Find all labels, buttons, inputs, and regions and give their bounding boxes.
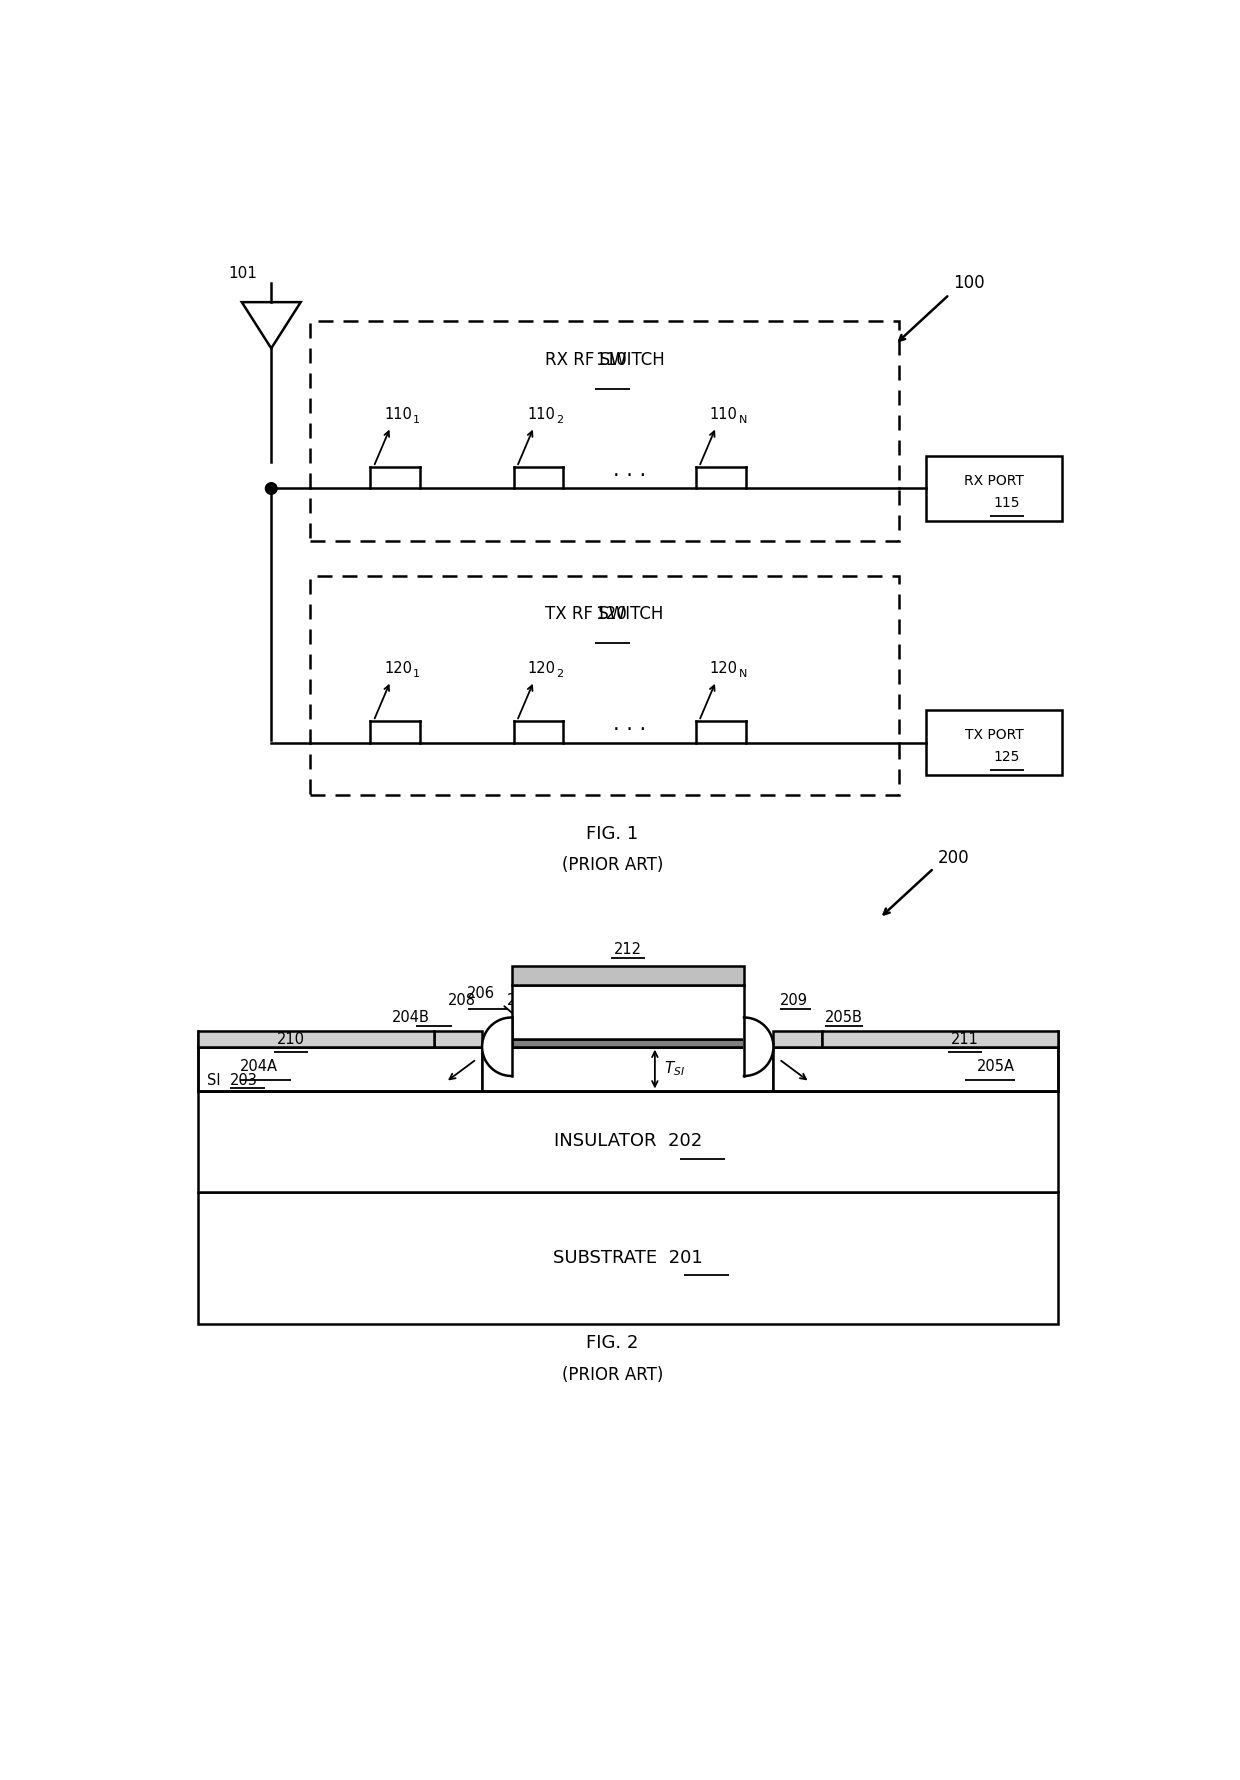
Circle shape bbox=[265, 482, 277, 495]
Text: (PRIOR ART): (PRIOR ART) bbox=[562, 1365, 663, 1385]
Text: TX RF SWITCH: TX RF SWITCH bbox=[546, 605, 663, 623]
Bar bbox=[197, 1191, 1058, 1324]
Bar bbox=[310, 575, 899, 796]
Text: 2: 2 bbox=[557, 669, 563, 680]
Text: 120: 120 bbox=[709, 662, 738, 676]
Text: 115: 115 bbox=[994, 495, 1021, 509]
Text: TX PORT: TX PORT bbox=[965, 728, 1023, 742]
Bar bbox=[774, 1047, 1058, 1091]
Text: 1: 1 bbox=[413, 415, 420, 425]
Text: 125: 125 bbox=[994, 749, 1021, 764]
Text: FIG. 2: FIG. 2 bbox=[587, 1333, 639, 1351]
Text: RX PORT: RX PORT bbox=[963, 473, 1024, 488]
Text: 211: 211 bbox=[951, 1032, 978, 1047]
Text: 204A: 204A bbox=[241, 1059, 278, 1075]
Text: 204B: 204B bbox=[392, 1011, 430, 1025]
Text: 212: 212 bbox=[614, 942, 642, 956]
Text: 120: 120 bbox=[384, 662, 413, 676]
Bar bbox=[511, 984, 744, 1040]
Text: 120: 120 bbox=[595, 605, 627, 623]
Bar bbox=[511, 967, 744, 984]
Bar bbox=[310, 322, 899, 541]
Text: RX RF SWITCH: RX RF SWITCH bbox=[544, 351, 665, 368]
Text: 208: 208 bbox=[448, 993, 476, 1007]
Bar bbox=[434, 1031, 482, 1047]
Polygon shape bbox=[744, 1018, 774, 1075]
Text: 2: 2 bbox=[557, 415, 563, 425]
Text: 1: 1 bbox=[413, 669, 420, 680]
Text: N: N bbox=[739, 415, 746, 425]
Text: 203: 203 bbox=[231, 1073, 258, 1088]
Text: 100: 100 bbox=[954, 274, 985, 292]
Text: $T_{SI}$: $T_{SI}$ bbox=[665, 1059, 686, 1079]
Text: 204: 204 bbox=[482, 1041, 510, 1056]
Bar bbox=[926, 456, 1061, 522]
Text: 101: 101 bbox=[228, 265, 258, 281]
Bar bbox=[197, 1047, 482, 1091]
Text: N: N bbox=[739, 669, 746, 680]
Text: 110: 110 bbox=[595, 351, 627, 368]
Text: 207: 207 bbox=[614, 1002, 642, 1016]
Text: 200: 200 bbox=[937, 849, 970, 867]
Text: FIG. 1: FIG. 1 bbox=[587, 826, 639, 844]
Text: 205A: 205A bbox=[977, 1059, 1016, 1075]
Text: 206: 206 bbox=[466, 986, 495, 1000]
Text: 110: 110 bbox=[384, 408, 412, 422]
Bar bbox=[482, 1047, 774, 1091]
Text: 120: 120 bbox=[528, 662, 556, 676]
Text: 110: 110 bbox=[709, 408, 738, 422]
Text: · · ·: · · · bbox=[613, 721, 646, 740]
Bar bbox=[926, 710, 1061, 774]
Text: (PRIOR ART): (PRIOR ART) bbox=[562, 856, 663, 874]
Bar bbox=[821, 1031, 1058, 1047]
Text: 210: 210 bbox=[277, 1032, 305, 1047]
Text: 205B: 205B bbox=[826, 1011, 863, 1025]
Text: 205: 205 bbox=[745, 1041, 774, 1056]
Text: 110: 110 bbox=[528, 408, 556, 422]
Bar bbox=[197, 1091, 1058, 1191]
Bar bbox=[511, 1040, 744, 1047]
Text: SI: SI bbox=[207, 1073, 226, 1088]
Bar bbox=[197, 1031, 434, 1047]
Text: 209: 209 bbox=[780, 993, 807, 1007]
Text: INSULATOR  202: INSULATOR 202 bbox=[553, 1132, 702, 1150]
Text: 215: 215 bbox=[507, 993, 534, 1007]
Bar bbox=[774, 1031, 821, 1047]
Text: · · ·: · · · bbox=[613, 466, 646, 486]
Text: SUBSTRATE  201: SUBSTRATE 201 bbox=[553, 1250, 703, 1267]
Polygon shape bbox=[482, 1018, 511, 1075]
